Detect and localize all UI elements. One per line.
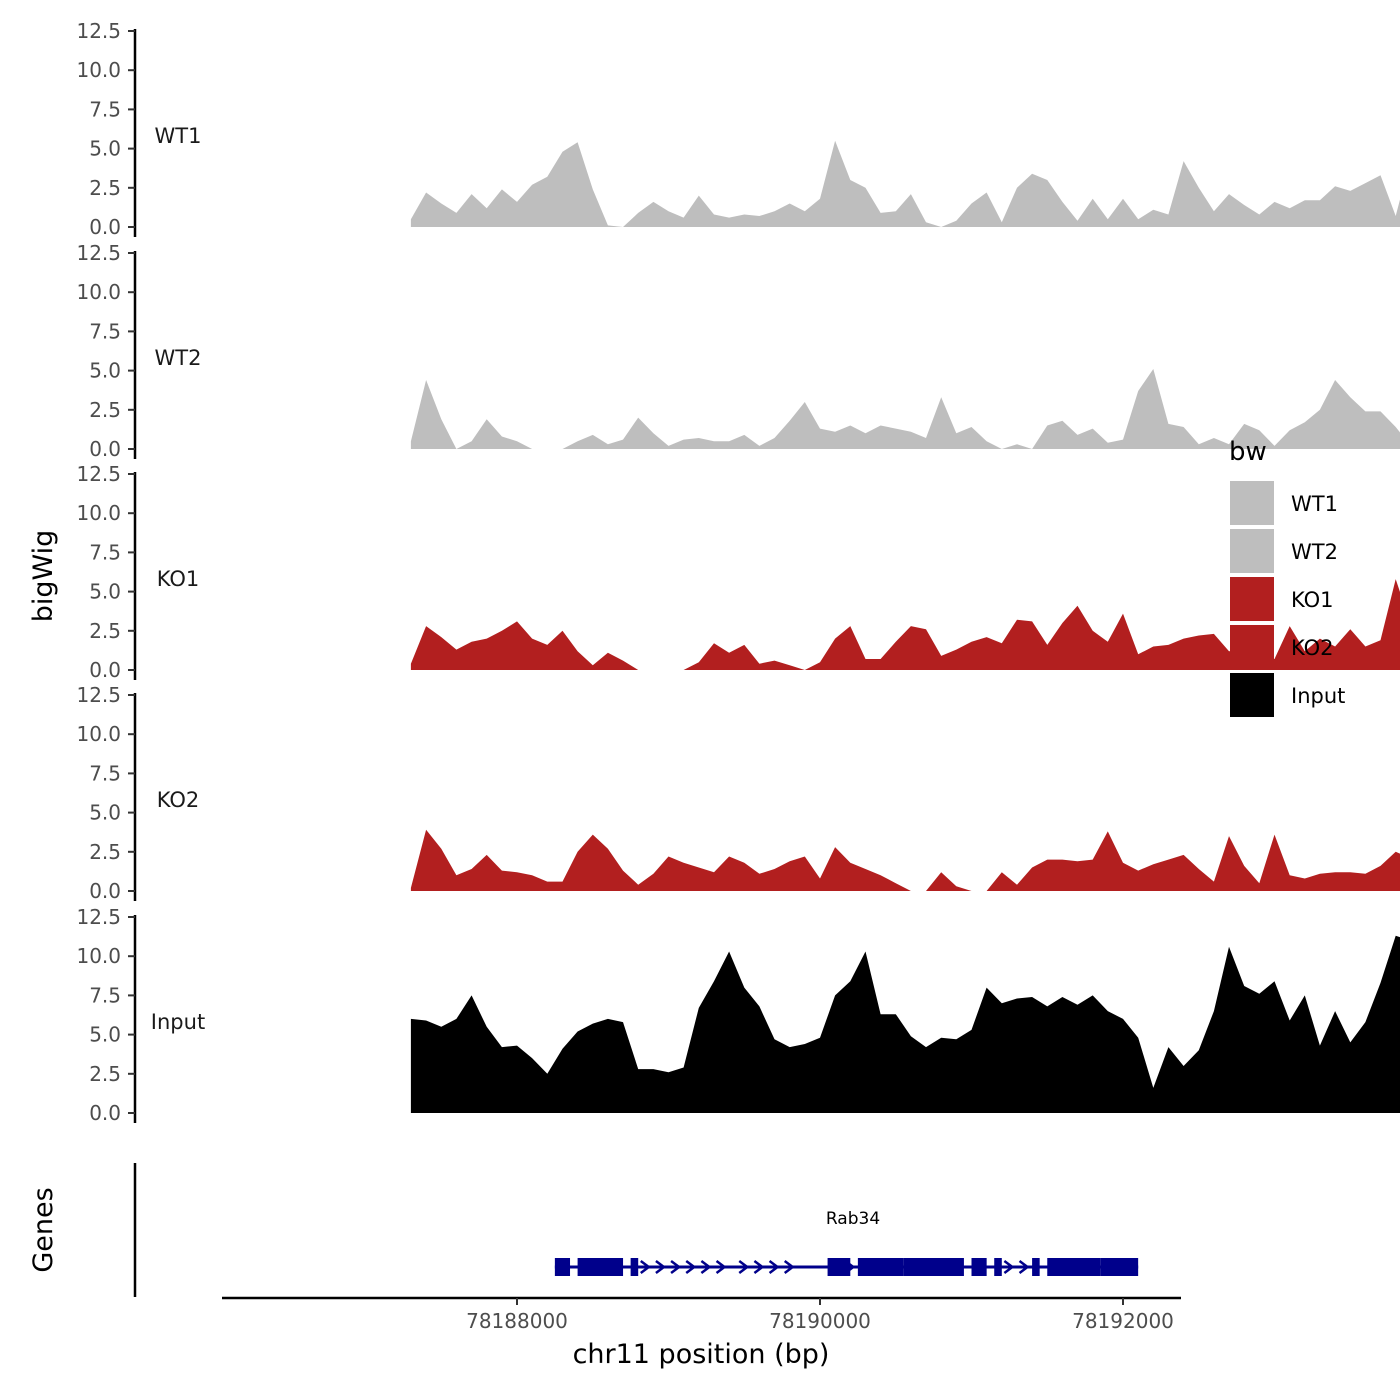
y-tick-label: 2.5 [89, 398, 121, 422]
strand-arrow [783, 1260, 795, 1274]
x-tick-label: 78188000 [466, 1309, 568, 1333]
strand-arrow [1018, 1260, 1030, 1274]
y-tick-label: 0.0 [89, 215, 121, 239]
y-tick-label: 12.5 [76, 19, 121, 43]
gene-track-y-axis-title: Genes [28, 1187, 59, 1272]
y-tick-label: 0.0 [89, 437, 121, 461]
exon [1100, 1258, 1139, 1276]
track-ko1: 0.0 2.5 5.0 7.5 10.0 12.5 KO1 [76, 462, 1400, 682]
area-wt1 [410, 140, 1400, 227]
y-tick-label: 5.0 [89, 580, 121, 604]
exon [994, 1258, 1002, 1276]
track-wt2: 0.0 2.5 5.0 7.5 10.0 12.5 WT2 [76, 241, 1400, 461]
y-tick-label: 10.0 [76, 944, 121, 968]
gene-label: Rab34 [826, 1209, 880, 1229]
exon [1047, 1258, 1101, 1276]
y-tick-label: 5.0 [89, 359, 121, 383]
y-tick-label: 2.5 [89, 619, 121, 643]
exon [577, 1258, 624, 1276]
y-tick-label: 12.5 [76, 683, 121, 707]
strand-arrow [655, 1260, 667, 1274]
y-tick-label: 10.0 [76, 280, 121, 304]
track-label-ko2: KO2 [157, 788, 200, 812]
x-tick-label: 78190000 [769, 1309, 871, 1333]
track-label-input: Input [151, 1010, 205, 1034]
exon [971, 1258, 987, 1276]
legend-label-wt2: WT2 [1291, 540, 1338, 564]
x-axis: chr11 position (bp) 78188000 78190000 7819… [222, 1296, 1181, 1370]
y-tick-label: 7.5 [89, 761, 121, 785]
legend-label-ko2: KO2 [1291, 636, 1334, 660]
strand-arrow [700, 1260, 712, 1274]
y-tick-label: 12.5 [76, 905, 121, 929]
strand-arrow [685, 1260, 697, 1274]
track-input: 0.0 2.5 5.0 7.5 10.0 12.5 Input [76, 905, 1400, 1125]
strand-arrow [1003, 1260, 1015, 1274]
y-tick-label: 5.0 [89, 137, 121, 161]
y-tick-label: 10.0 [76, 722, 121, 746]
legend: bw WT1 WT2 KO1 KO2 Input [1229, 437, 1345, 717]
track-label-ko1: KO1 [157, 567, 200, 591]
track-ko2: 0.0 2.5 5.0 7.5 10.0 12.5 KO2 [76, 683, 1400, 903]
legend-key-ko2 [1230, 625, 1274, 669]
area-ko1 [410, 579, 1400, 670]
exon [554, 1258, 571, 1276]
strand-arrow [640, 1260, 651, 1274]
y-tick-label: 10.0 [76, 58, 121, 82]
y-tick-label: 2.5 [89, 176, 121, 200]
y-tick-label: 5.0 [89, 1023, 121, 1047]
legend-key-ko1 [1230, 577, 1274, 621]
exon [1032, 1258, 1040, 1276]
y-tick-label: 2.5 [89, 840, 121, 864]
strand-arrow [738, 1260, 750, 1274]
y-tick-label: 5.0 [89, 801, 121, 825]
legend-label-input: Input [1291, 684, 1345, 708]
exon [903, 1258, 964, 1276]
area-wt2 [410, 369, 1400, 449]
legend-key-wt1 [1230, 481, 1274, 525]
y-tick-label: 12.5 [76, 462, 121, 486]
y-tick-label: 7.5 [89, 983, 121, 1007]
area-input [410, 935, 1400, 1113]
y-tick-label: 7.5 [89, 319, 121, 343]
strand-arrow [753, 1260, 765, 1274]
legend-key-wt2 [1230, 529, 1274, 573]
strand-arrow [715, 1260, 727, 1274]
x-tick-label: 78192000 [1072, 1309, 1174, 1333]
area-ko2 [410, 829, 1400, 891]
y-tick-label: 0.0 [89, 658, 121, 682]
strand-arrow [768, 1260, 780, 1274]
y-axis-title: bigWig [28, 530, 59, 623]
track-label-wt1: WT1 [155, 124, 202, 148]
legend-label-wt1: WT1 [1291, 492, 1338, 516]
y-tick-label: 2.5 [89, 1062, 121, 1086]
track-wt1: 0.0 2.5 5.0 7.5 10.0 12.5 WT1 [76, 19, 1400, 239]
legend-title: bw [1229, 437, 1267, 467]
strand-arrow [670, 1260, 682, 1274]
signal-tracks: 0.0 2.5 5.0 7.5 10.0 12.5 WT1 0.0 2.5 5.0 7.5 10.0 1… [76, 19, 1400, 1125]
y-tick-label: 7.5 [89, 97, 121, 121]
y-tick-label: 7.5 [89, 540, 121, 564]
track-label-wt2: WT2 [155, 346, 202, 370]
y-tick-label: 0.0 [89, 879, 121, 903]
legend-key-input [1230, 673, 1274, 717]
y-tick-label: 0.0 [89, 1101, 121, 1125]
gene-track: Genes Rab34 [28, 1163, 1139, 1297]
legend-label-ko1: KO1 [1291, 588, 1334, 612]
exon [630, 1258, 639, 1276]
x-axis-title: chr11 position (bp) [573, 1339, 830, 1370]
y-tick-label: 12.5 [76, 241, 121, 265]
exon [827, 1258, 851, 1276]
y-tick-label: 10.0 [76, 501, 121, 525]
exon [857, 1258, 904, 1276]
